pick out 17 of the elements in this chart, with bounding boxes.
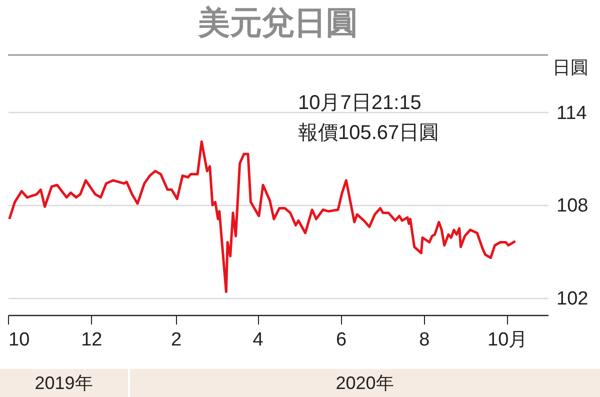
x-tick-label: 6 — [336, 330, 347, 350]
x-tick-label: 12 — [81, 330, 102, 350]
y-tick-label: 102 — [556, 288, 588, 310]
x-tick-label: 4 — [252, 330, 264, 350]
x-tick-label: 8 — [419, 330, 430, 350]
y-tick-label: 114 — [556, 102, 588, 124]
x-tick-label: 10 — [8, 330, 30, 350]
chart-title: 美元兌日圓 — [197, 4, 358, 40]
annotation: 10月7日21:15 — [298, 92, 422, 114]
x-tick-label: 2 — [170, 330, 182, 350]
y-axis-title: 日圓 — [552, 58, 588, 78]
x-tick-label: 10月 — [488, 330, 528, 350]
annotation: 報價105.67日圓 — [298, 122, 440, 144]
text: 2019年 — [0, 369, 128, 397]
line-series — [8, 140, 517, 294]
text: 2020年 — [130, 369, 600, 397]
y-tick-label: 108 — [556, 196, 588, 217]
